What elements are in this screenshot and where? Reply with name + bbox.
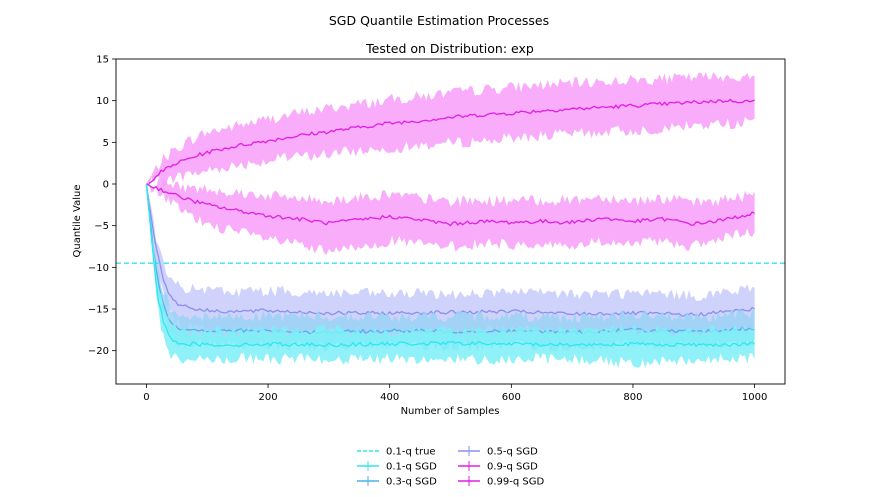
y-tick-label: 10: [96, 96, 109, 107]
legend-label: 0.1-q true: [386, 447, 436, 458]
x-tick-label: 200: [258, 392, 277, 403]
band-0-5-q-sgd: [146, 184, 755, 339]
plot-area: [116, 72, 785, 368]
x-tick-label: 800: [623, 392, 642, 403]
y-axis-label: Quantile Value: [72, 185, 83, 258]
y-tick-label: 15: [96, 55, 109, 66]
x-tick-label: 0: [143, 392, 149, 403]
line-0-99-q-sgd: [146, 98, 755, 185]
x-axis: 0 200 400 600 800 1000: [143, 384, 767, 403]
x-tick-label: 1000: [742, 392, 767, 403]
y-tick-label: −5: [94, 221, 109, 232]
legend-item-0-1-q-true: 0.1-q true: [357, 447, 436, 458]
line-0-5-q-sgd: [145, 183, 755, 317]
y-tick-label: 0: [103, 180, 109, 191]
x-axis-label: Number of Samples: [401, 406, 500, 417]
line-0-9-q-sgd: [146, 183, 755, 227]
band-0-1-q-sgd: [146, 184, 755, 368]
axes-frame: [115, 58, 786, 385]
y-tick-label: 5: [103, 138, 109, 149]
legend-label: 0.9-q SGD: [487, 462, 538, 473]
band-0-99-q-sgd: [146, 72, 755, 187]
legend-item-0-3-q-sgd: 0.3-q SGD: [357, 476, 437, 488]
legend: 0.1-q true 0.1-q SGD 0.3-q SGD 0.5-q SGD 0.9…: [357, 446, 544, 488]
legend-item-0-1-q-sgd: 0.1-q SGD: [357, 461, 437, 473]
chart-suptitle: SGD Quantile Estimation Processes: [329, 13, 549, 28]
y-axis: −20 −15 −10 −5 0 5 10 15: [88, 55, 116, 357]
legend-item-0-5-q-sgd: 0.5-q SGD: [458, 446, 538, 458]
line-0-1-q-sgd: [145, 183, 756, 348]
legend-item-0-99-q-sgd: 0.99-q SGD: [458, 476, 544, 488]
x-tick-label: 400: [380, 392, 399, 403]
band-0-9-q-sgd: [146, 177, 755, 255]
legend-label: 0.1-q SGD: [386, 462, 437, 473]
legend-label: 0.3-q SGD: [386, 477, 437, 488]
y-tick-label: −10: [88, 263, 109, 274]
x-tick-label: 600: [502, 392, 521, 403]
legend-label: 0.5-q SGD: [487, 447, 538, 458]
chart-title: Tested on Distribution: exp: [365, 41, 534, 56]
y-tick-label: −15: [88, 305, 109, 316]
y-tick-label: −20: [88, 346, 109, 357]
legend-item-0-9-q-sgd: 0.9-q SGD: [458, 461, 538, 473]
legend-label: 0.99-q SGD: [487, 477, 544, 488]
